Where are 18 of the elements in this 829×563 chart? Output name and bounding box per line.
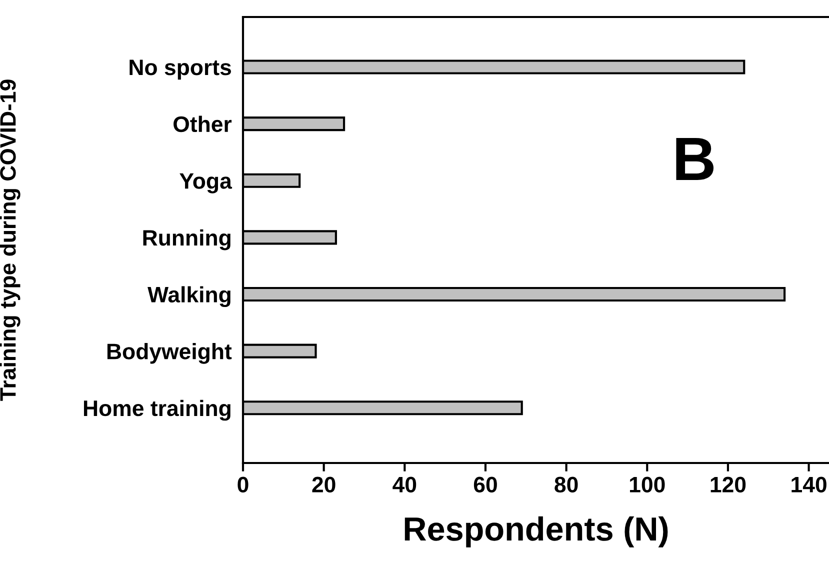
y-tick-label: Running bbox=[143, 229, 230, 250]
y-axis-title: Training type during COVID-19 bbox=[0, 80, 20, 401]
y-tick-label: Home training bbox=[84, 400, 230, 421]
x-tick-label: 20 bbox=[312, 476, 336, 493]
x-tick-label: 140 bbox=[792, 476, 826, 493]
annotation: B bbox=[676, 138, 714, 180]
y-tick-label: Other bbox=[174, 116, 232, 132]
x-tick-label: 100 bbox=[630, 476, 665, 493]
y-tick-label: Yoga bbox=[180, 173, 232, 194]
y-tick-label: Bodyweight bbox=[107, 343, 232, 364]
x-tick-label: 60 bbox=[474, 476, 497, 493]
x-axis-title: Respondents (N) bbox=[404, 516, 668, 548]
x-tick-label: 80 bbox=[554, 476, 578, 493]
x-tick-label: 40 bbox=[392, 476, 416, 493]
x-tick-label: 120 bbox=[710, 476, 746, 493]
y-tick-label: Walking bbox=[148, 286, 230, 308]
x-tick-label: 0 bbox=[238, 476, 248, 493]
y-tick-label: No sports bbox=[130, 60, 231, 80]
